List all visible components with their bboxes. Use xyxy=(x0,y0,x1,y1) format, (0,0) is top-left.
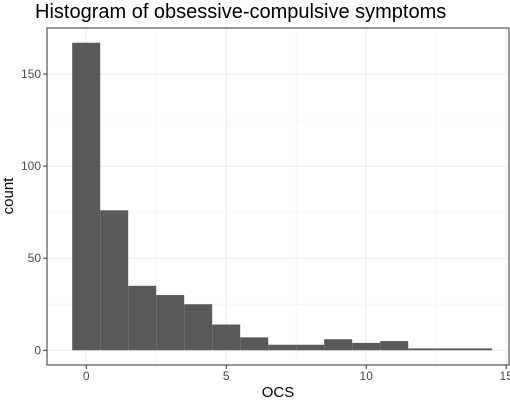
histogram-bar xyxy=(352,342,381,351)
panel-border xyxy=(46,27,510,366)
histogram-bar xyxy=(380,341,409,351)
x-tick-label: 15 xyxy=(500,369,510,383)
histogram-bar xyxy=(184,304,213,351)
histogram-bar xyxy=(464,348,493,351)
histogram-bar xyxy=(296,344,325,351)
histogram-bar xyxy=(240,337,269,351)
y-tick-label: 150 xyxy=(21,67,41,81)
x-tick-label: 0 xyxy=(83,369,90,383)
x-tick-label: 5 xyxy=(223,369,230,383)
y-tick-label: 0 xyxy=(34,343,41,357)
histogram-bar xyxy=(212,324,241,351)
histogram-bar xyxy=(436,348,465,351)
y-tick-label: 50 xyxy=(28,251,42,265)
histogram-bar xyxy=(324,339,353,351)
x-tick-label: 10 xyxy=(360,369,374,383)
y-tick-label: 100 xyxy=(21,159,41,173)
histogram-bar xyxy=(100,210,129,351)
histogram-bar xyxy=(72,42,101,351)
histogram-bar xyxy=(408,348,437,351)
chart-title: Histogram of obsessive-compulsive sympto… xyxy=(35,1,447,23)
x-axis-title: OCS xyxy=(262,384,295,401)
y-axis-title: count xyxy=(0,177,17,215)
histogram-bar xyxy=(156,295,185,351)
histogram-bars xyxy=(72,42,493,351)
histogram-bar xyxy=(128,285,157,351)
histogram-bar xyxy=(268,344,297,351)
